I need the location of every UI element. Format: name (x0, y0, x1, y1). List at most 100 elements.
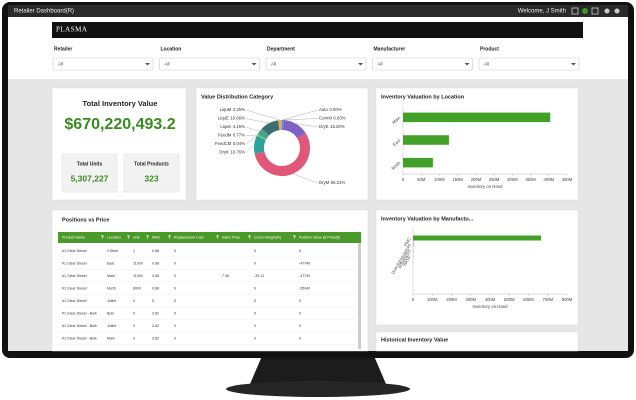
historical-card (375, 331, 579, 352)
column-header: Sales Price (222, 235, 240, 239)
leader-line (245, 126, 260, 132)
x-tick-label: 0 (412, 297, 415, 302)
table-cell: #1 Clear Diesel (62, 299, 87, 303)
column-header: Replacement Cost (174, 235, 204, 239)
table-cell: 0 (133, 311, 135, 315)
x-tick-label: 700M (543, 297, 554, 302)
x-axis-label: Inventory on Hand (472, 304, 508, 309)
column-header: Position Value @ Price($) (299, 235, 340, 239)
x-tick-label: 0 (402, 177, 405, 182)
table-cell: Jolliet (107, 299, 116, 303)
slice-value: 0.83% (333, 116, 345, 121)
icon[interactable] (604, 8, 610, 14)
chart-title: Value Distribution Category (201, 94, 274, 100)
x-tick-label: 400M (485, 297, 496, 302)
bar (403, 157, 433, 168)
products-value: 323 (144, 173, 158, 183)
table-cell: 0 (174, 299, 176, 303)
filter-dropdown[interactable] (478, 57, 580, 71)
table-cell: #1 Clear Diesel (62, 286, 87, 290)
table-card (51, 209, 369, 352)
donut-card (195, 87, 369, 201)
table-cell: 0 (152, 299, 154, 303)
slice-category: DryK (219, 150, 229, 155)
slice-category: FeedM (218, 133, 232, 138)
column-header: Product Name (62, 235, 85, 239)
leader-line (245, 109, 281, 121)
filter-icon[interactable] (216, 235, 219, 239)
icon[interactable] (571, 7, 579, 15)
filter-icon[interactable] (248, 235, 251, 239)
filter-dropdown[interactable] (265, 57, 367, 71)
table-cell: 0 (254, 311, 256, 315)
table-cell: 3.82 (152, 311, 159, 315)
table-cell: Main (107, 274, 115, 278)
filter-icon[interactable] (101, 235, 104, 239)
table-cell: 0.68 (152, 261, 159, 265)
table-cell: 0 (299, 311, 301, 315)
slice-value: 10.76% (230, 150, 245, 155)
table-cell: 0 (174, 311, 176, 315)
y-tick-label: BASF (402, 254, 412, 266)
y-tick-label: North (390, 160, 402, 171)
x-tick-label: 150M (452, 177, 463, 182)
icon[interactable] (582, 8, 588, 14)
table-cell: 0 (174, 324, 176, 328)
table-title: Positions vs Price (62, 217, 109, 223)
table-cell: East (107, 261, 114, 265)
donut-slice (257, 128, 270, 140)
dropdown-arrow (145, 63, 150, 66)
donut-slice (282, 120, 284, 131)
table-cell: 1 (133, 249, 135, 253)
column-header: Location (107, 235, 121, 239)
filter-dropdown[interactable] (52, 57, 154, 71)
y-tick-label: East (392, 137, 402, 147)
donut-slice (261, 120, 280, 136)
table-cell: 0 (133, 299, 135, 303)
x-tick-label: 250M (489, 177, 500, 182)
filter-dropdown[interactable] (372, 57, 473, 71)
user-greeting[interactable]: Welcome, J Smith (518, 9, 566, 15)
table-cell: -47740 (299, 274, 310, 278)
filter-icon[interactable] (127, 235, 130, 239)
table-cell: 0 (174, 261, 176, 265)
column-header: Gross Margin(%) (254, 235, 281, 239)
table-cell: #1 Clear Diesel - Bulk (62, 336, 97, 340)
table-cell: -47740 (299, 261, 310, 265)
x-tick-label: 500M (504, 297, 515, 302)
filter-icon[interactable] (293, 235, 296, 239)
x-tick-label: 450M (562, 177, 573, 182)
table-cell: 0 (133, 324, 135, 328)
x-tick-label: 300M (466, 297, 477, 302)
table-cell: Main (107, 336, 115, 340)
filter-icon[interactable] (168, 235, 171, 239)
icon[interactable] (591, 7, 599, 15)
x-tick-label: 800M (562, 297, 573, 302)
dropdown-arrow (358, 63, 363, 66)
donut-slice (256, 134, 267, 141)
x-tick-label: 100M (427, 297, 438, 302)
dropdown-arrow (464, 63, 470, 66)
slice-value: 0.00% (329, 107, 341, 112)
slice-category: LiquM (220, 107, 232, 112)
table-cell: 0.68 (152, 249, 159, 253)
column-header: WAC (152, 235, 161, 239)
table-cell: 0 (299, 299, 301, 303)
filter-icon[interactable] (146, 235, 149, 239)
slice-category: Auto (319, 107, 328, 112)
scrollbar (358, 243, 361, 349)
monitor-neck (250, 356, 386, 384)
title-bar (8, 5, 628, 17)
bar (403, 112, 551, 123)
slice-value: 0.77% (233, 133, 245, 138)
icon[interactable] (614, 8, 620, 14)
table-cell: 0 (174, 274, 176, 278)
slice-label: DryK 10.76% (219, 150, 245, 155)
x-axis-label: Inventory on Hand (467, 184, 503, 189)
slice-label: FeedM 0.77% (218, 133, 245, 138)
slice-label: LiquM 2.25% (220, 107, 246, 112)
table-cell: 0 (254, 286, 256, 290)
filter-label: Retailer (54, 46, 72, 52)
filter-dropdown[interactable] (159, 57, 260, 71)
